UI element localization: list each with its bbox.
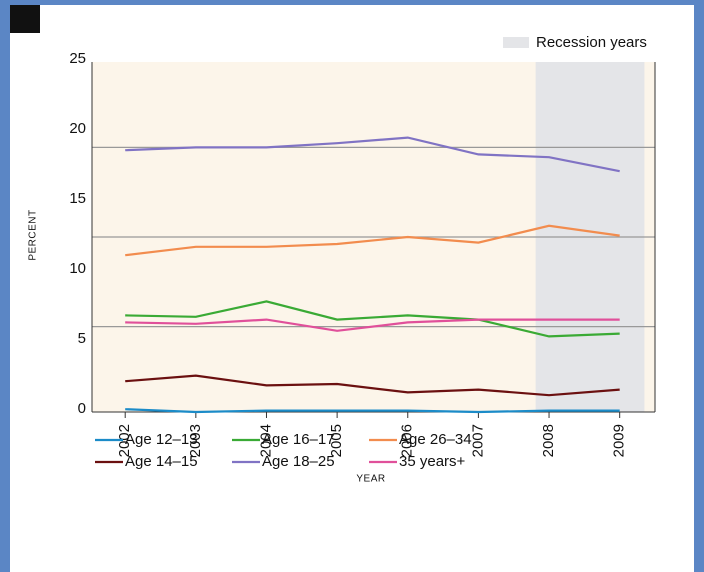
recession-legend-swatch bbox=[503, 37, 529, 48]
y-tick-label: 10 bbox=[69, 260, 86, 277]
legend-label: Age 16–17 bbox=[262, 431, 335, 448]
series-line bbox=[125, 408, 620, 414]
y-tick-label: 20 bbox=[69, 120, 86, 137]
y-tick-label: 15 bbox=[69, 190, 86, 207]
series-line bbox=[125, 318, 620, 332]
corner-block bbox=[10, 5, 40, 33]
y-tick-label: 0 bbox=[78, 400, 86, 417]
y-axis-label: PERCENT bbox=[28, 209, 39, 260]
y-tick-label: 5 bbox=[78, 330, 86, 347]
recession-legend-label: Recession years bbox=[536, 34, 647, 51]
x-tick-label: 2007 bbox=[469, 424, 486, 457]
legend-label: Age 14–15 bbox=[125, 453, 198, 470]
series-line bbox=[125, 136, 620, 173]
x-tick-label: 2009 bbox=[611, 424, 628, 457]
legend-label: 35 years+ bbox=[399, 453, 466, 470]
series-line bbox=[125, 300, 620, 338]
legend-label: Age 12–13 bbox=[125, 431, 198, 448]
legend-label: Age 18–25 bbox=[262, 453, 335, 470]
series-line bbox=[125, 374, 620, 397]
series-line bbox=[125, 224, 620, 257]
x-tick-label: 2003 bbox=[187, 424, 204, 457]
x-tick-label: 2008 bbox=[540, 424, 557, 457]
x-tick-label: 2002 bbox=[116, 424, 133, 457]
legend-label: Age 26–34 bbox=[399, 431, 472, 448]
y-tick-label: 25 bbox=[69, 50, 86, 67]
x-tick-label: 2004 bbox=[257, 424, 274, 457]
x-tick-label: 2005 bbox=[328, 424, 345, 457]
x-axis-label: YEAR bbox=[356, 474, 385, 485]
x-tick-label: 2006 bbox=[399, 424, 416, 457]
